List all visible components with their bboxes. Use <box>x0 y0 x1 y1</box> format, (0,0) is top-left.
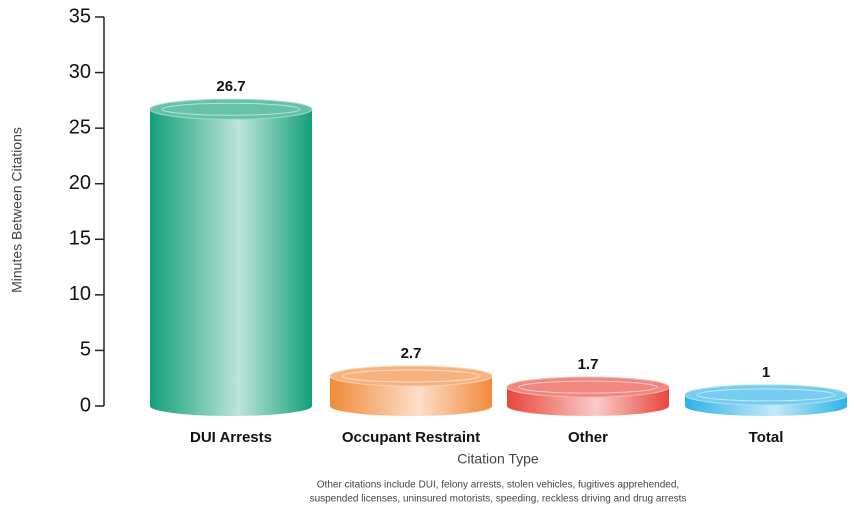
y-tick-label: 35 <box>69 5 91 27</box>
value-label: 1.7 <box>578 356 599 373</box>
y-tick-label: 20 <box>69 172 91 194</box>
y-axis-label: Minutes Between Citations <box>9 127 25 293</box>
bar-top <box>329 365 493 387</box>
bar-top-ring <box>341 369 481 383</box>
x-axis-label: Citation Type <box>457 451 539 467</box>
y-tick-label: 5 <box>80 339 91 361</box>
y-tick-label: 10 <box>69 283 91 305</box>
y-tick-label: 15 <box>69 228 91 250</box>
bar-top-ring <box>161 102 301 116</box>
x-tick-label: Occupant Restraint <box>342 429 480 446</box>
x-tick-label: DUI Arrests <box>190 429 272 446</box>
y-tick-label: 25 <box>69 116 91 138</box>
footnote: Other citations include DUI, felony arre… <box>317 480 679 491</box>
value-label: 26.7 <box>216 78 245 95</box>
y-tick-label: 0 <box>80 394 91 416</box>
bar-top <box>506 376 670 398</box>
bar-top-ring <box>518 380 658 394</box>
x-tick-label: Other <box>568 429 608 446</box>
value-label: 1 <box>762 364 770 381</box>
x-tick-label: Total <box>749 429 784 446</box>
bar-top-ring <box>696 388 836 402</box>
y-tick-label: 30 <box>69 61 91 83</box>
value-label: 2.7 <box>401 345 422 362</box>
bar <box>150 109 312 407</box>
bar-top <box>149 98 313 120</box>
footnote: suspended licenses, uninsured motorists,… <box>310 494 687 505</box>
bar-top <box>684 384 848 406</box>
